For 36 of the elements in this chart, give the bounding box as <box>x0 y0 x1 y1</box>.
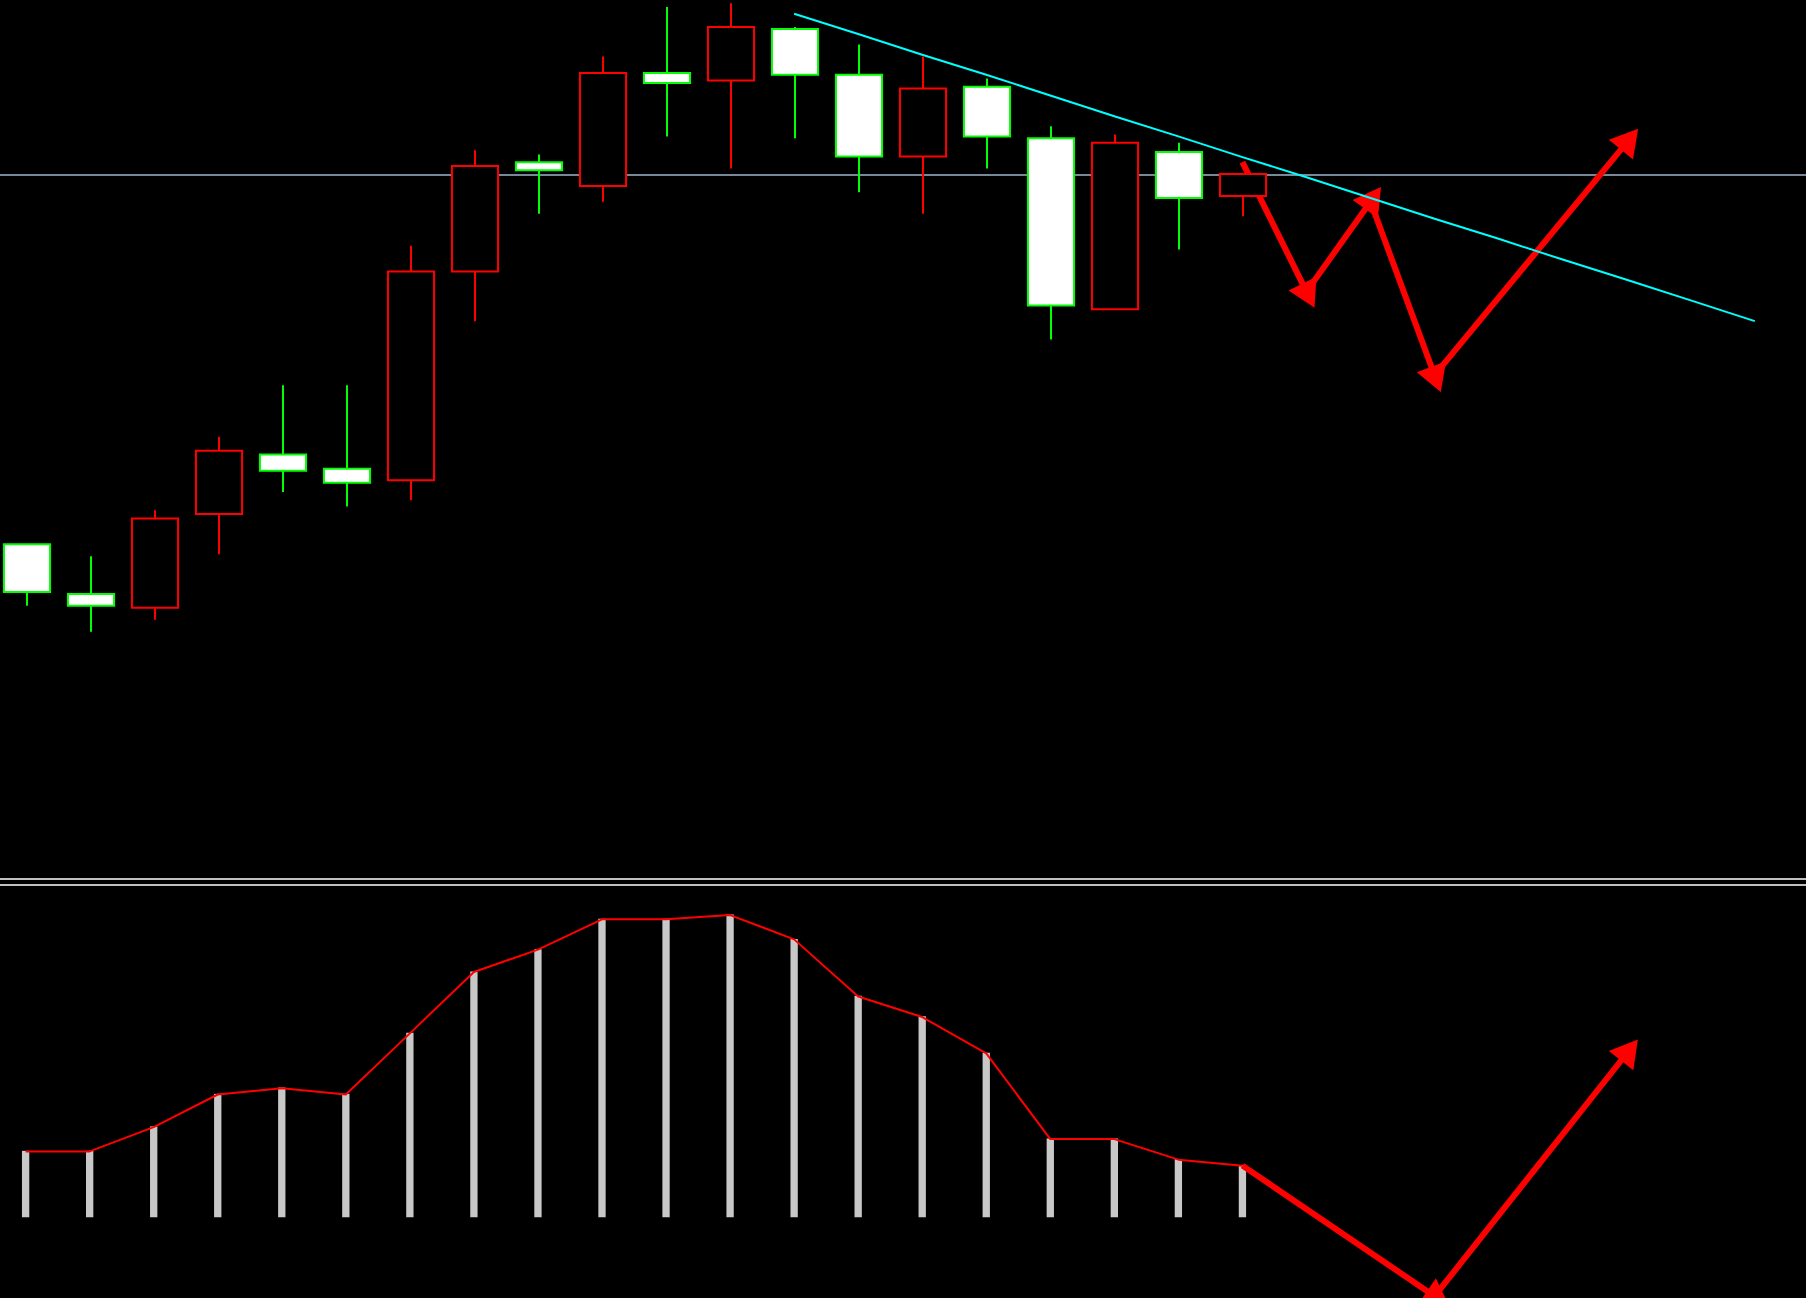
bar <box>342 1093 350 1218</box>
bar <box>982 1052 990 1218</box>
candlestick <box>962 77 1012 170</box>
candlestick <box>834 43 884 194</box>
candlestick <box>2 543 52 607</box>
bar <box>598 918 606 1218</box>
bar <box>214 1093 222 1218</box>
bar <box>86 1150 94 1218</box>
candlestick <box>770 26 820 140</box>
bar <box>662 918 670 1218</box>
bar <box>21 1150 30 1218</box>
point <box>1291 278 1317 306</box>
bar <box>790 938 798 1218</box>
bar <box>1046 1138 1054 1218</box>
bar <box>470 971 478 1218</box>
bar <box>1110 1138 1118 1218</box>
candlestick <box>450 149 500 323</box>
point <box>1611 130 1638 157</box>
candlestick <box>130 509 180 621</box>
point <box>1419 362 1446 390</box>
bar <box>1174 1158 1183 1218</box>
bar <box>918 1016 926 1218</box>
bar <box>406 1032 414 1218</box>
bar <box>150 1126 158 1218</box>
bar <box>534 949 542 1218</box>
candlestick <box>386 244 436 502</box>
bar <box>854 995 862 1218</box>
candlestick <box>578 55 628 203</box>
bar <box>278 1087 286 1218</box>
candlestick <box>1026 125 1076 341</box>
candlestick <box>1154 141 1204 251</box>
candlestick <box>1090 133 1140 311</box>
candlestick <box>706 2 756 170</box>
candlestick <box>194 435 244 556</box>
bar <box>726 914 734 1218</box>
candlestick <box>898 55 948 215</box>
